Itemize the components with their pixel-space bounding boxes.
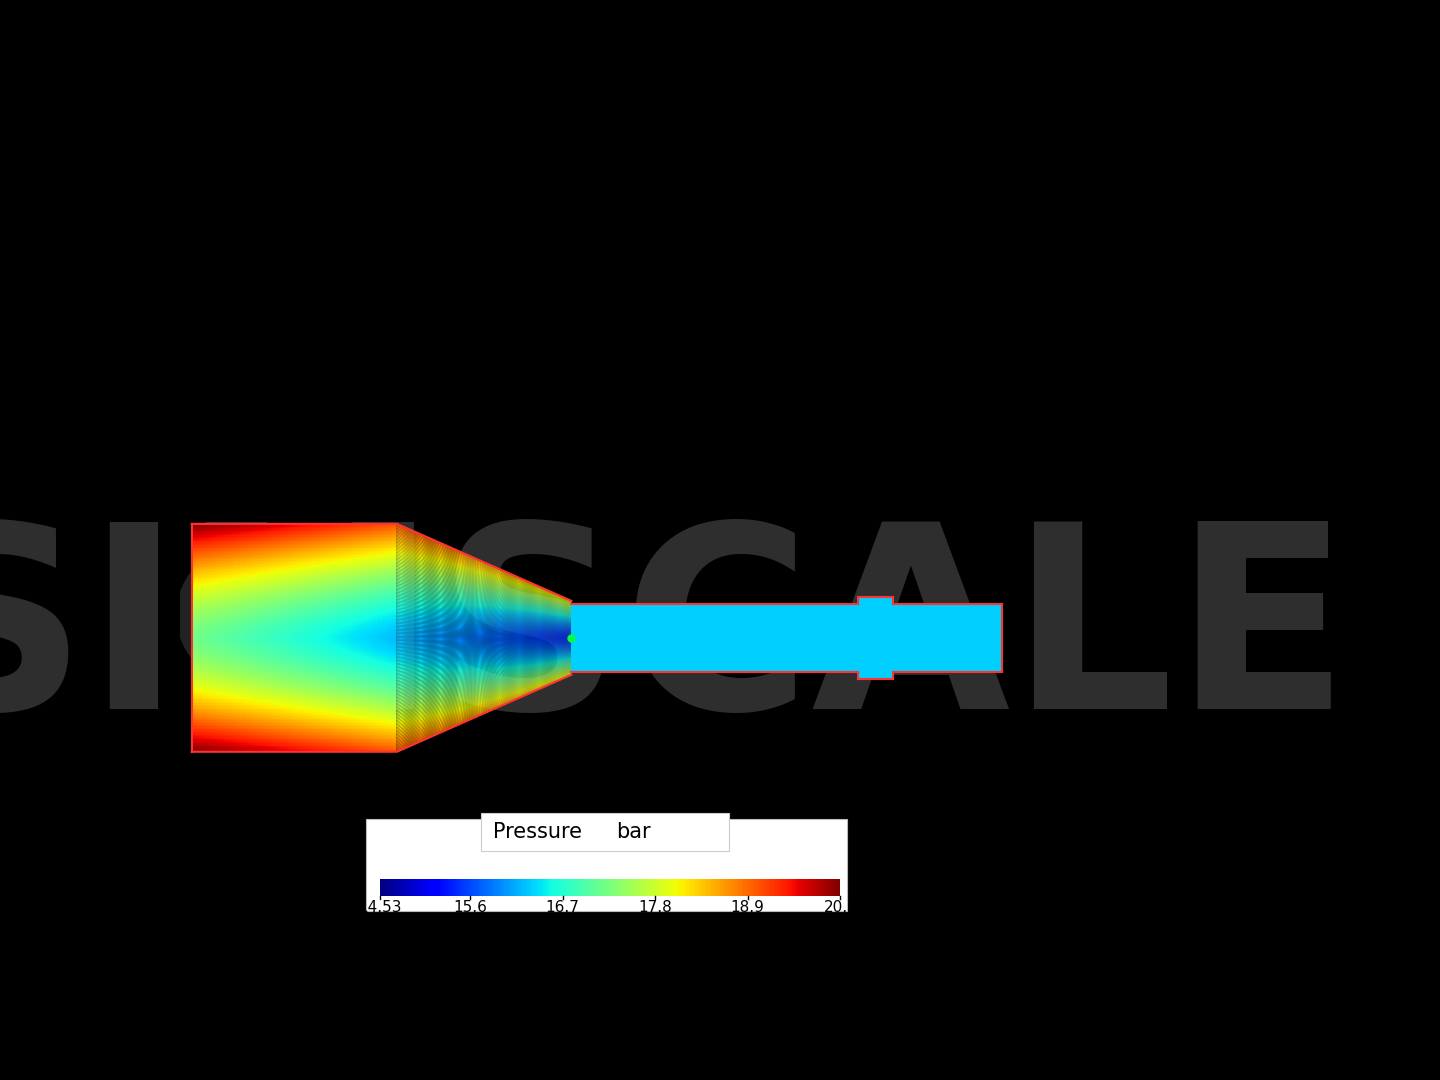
Polygon shape xyxy=(284,580,325,673)
Bar xyxy=(572,604,1001,672)
FancyBboxPatch shape xyxy=(481,812,729,851)
Text: Pressure: Pressure xyxy=(492,822,582,841)
Text: 15.6: 15.6 xyxy=(454,901,487,916)
FancyBboxPatch shape xyxy=(366,819,847,912)
Text: SIMSCALE: SIMSCALE xyxy=(0,514,1349,761)
Text: 14.53: 14.53 xyxy=(359,901,402,916)
Text: 16.7: 16.7 xyxy=(546,901,579,916)
Text: 20.0: 20.0 xyxy=(824,901,857,916)
Text: 17.8: 17.8 xyxy=(638,901,672,916)
Ellipse shape xyxy=(176,540,338,690)
Bar xyxy=(858,672,893,678)
Text: 18.9: 18.9 xyxy=(730,901,765,916)
Bar xyxy=(858,597,893,604)
Text: bar: bar xyxy=(616,822,651,841)
